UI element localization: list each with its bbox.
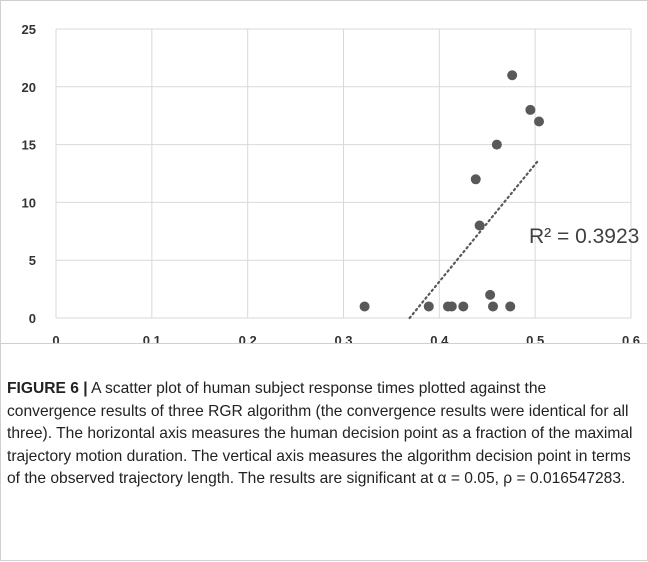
data-point <box>505 301 516 312</box>
x-tick-label: 0.6 <box>622 333 640 343</box>
x-tick-label: 0.2 <box>239 333 257 343</box>
caption-box: FIGURE 6 | A scatter plot of human subje… <box>0 343 648 561</box>
tick-layer: 0 0.1 0.2 0.3 0.4 0.5 0.6 0 5 10 15 20 25 <box>22 22 641 343</box>
x-tick-label: 0.3 <box>334 333 352 343</box>
point-layer <box>359 70 544 312</box>
data-point <box>423 301 434 312</box>
trendline-layer <box>408 160 539 320</box>
scatter-chart: 0 0.1 0.2 0.3 0.4 0.5 0.6 0 5 10 15 20 25 R² = 0.392… <box>22 22 641 343</box>
r-squared-annotation: R² = 0.3923 <box>529 225 639 248</box>
caption-text: A scatter plot of human subject response… <box>7 380 633 488</box>
trendline <box>408 160 539 320</box>
grid-layer <box>55 28 632 319</box>
figure-label: FIGURE 6 | <box>7 380 88 397</box>
y-tick-label: 25 <box>22 22 36 37</box>
y-tick-label: 15 <box>22 138 36 153</box>
chart-frame: 0 0.1 0.2 0.3 0.4 0.5 0.6 0 5 10 15 20 25 R² = 0.392… <box>0 0 648 344</box>
data-point <box>474 220 485 231</box>
data-point <box>470 174 481 185</box>
data-point <box>446 301 457 312</box>
data-point <box>491 139 502 150</box>
x-tick-label: 0.1 <box>143 333 161 343</box>
data-point <box>458 301 469 312</box>
x-tick-label: 0.5 <box>526 333 544 343</box>
data-point <box>485 289 496 300</box>
data-point <box>534 116 544 127</box>
x-tick-label: 0 <box>52 333 59 343</box>
y-tick-label: 5 <box>29 253 36 268</box>
data-point <box>488 301 498 312</box>
y-tick-label: 20 <box>22 80 36 95</box>
x-tick-label: 0.4 <box>430 333 449 343</box>
data-point <box>525 104 536 115</box>
y-tick-label: 0 <box>29 311 36 326</box>
y-tick-label: 10 <box>22 195 36 210</box>
data-point <box>507 70 518 81</box>
data-point <box>359 301 370 312</box>
figure-caption: FIGURE 6 | A scatter plot of human subje… <box>7 378 637 491</box>
